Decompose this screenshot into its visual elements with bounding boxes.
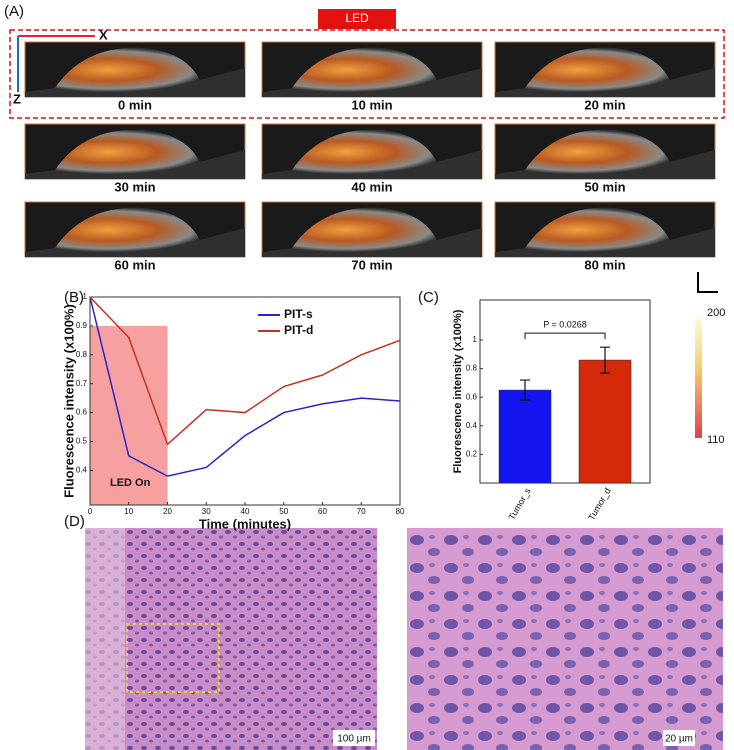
legend-label: PIT-d (284, 323, 313, 337)
time-label: 80 min (584, 257, 625, 272)
x-tick-label: 20 (163, 507, 172, 516)
significance-bracket (524, 332, 606, 340)
time-label: 50 min (584, 179, 625, 194)
x-tick-label: 80 (396, 507, 405, 516)
y-tick-label: 0.8 (466, 364, 478, 373)
panel-label: (D) (64, 513, 85, 530)
y-tick-label: 1 (473, 335, 478, 344)
x-tick-label: 30 (202, 507, 211, 516)
scale-label: 20 µm (665, 734, 693, 745)
series-line (89, 296, 401, 446)
scale-label: 100 µm (337, 734, 371, 745)
time-label: 10 min (351, 97, 392, 112)
histology-edge (85, 528, 125, 750)
time-label: 30 min (114, 179, 155, 194)
error-bar (600, 346, 610, 374)
scale-box (663, 730, 695, 746)
legend-label: PIT-s (284, 307, 313, 321)
series-line (89, 296, 401, 477)
x-tick-label: Tumor_d (586, 486, 613, 522)
scale-box (333, 730, 375, 746)
axis-x-label: X (99, 27, 108, 42)
y-axis-label: Fluorescence intensity (x100%) (61, 304, 76, 498)
time-label: 0 min (118, 97, 152, 112)
y-tick-label: 0.6 (466, 392, 478, 401)
colorbar-min: 110 (707, 434, 725, 446)
tumor (495, 207, 715, 257)
y-tick-label: 0.5 (76, 437, 88, 446)
y-tick-label: 0.4 (76, 465, 88, 474)
y-tick-label: 0.6 (76, 408, 88, 417)
x-tick-label: 70 (357, 507, 366, 516)
shaded-region (90, 325, 168, 505)
tumor (25, 129, 245, 179)
x-tick-label: 50 (279, 507, 288, 516)
time-label: 20 min (584, 97, 625, 112)
zoom-box (126, 623, 220, 693)
y-tick-label: 0.2 (466, 450, 478, 459)
x-tick-label: 40 (241, 507, 250, 516)
led-frame (9, 29, 725, 119)
panel-label: (C) (418, 289, 439, 306)
x-tick-label: 0 (88, 507, 93, 516)
tumor (262, 47, 482, 97)
panel-label: (B) (64, 289, 84, 306)
led-label: LED (345, 11, 369, 25)
tumor (25, 207, 245, 257)
error-bar (520, 379, 530, 401)
y-tick-label: 0.7 (76, 379, 88, 388)
tumor (495, 47, 715, 97)
x-axis-label: Time (minutes) (199, 516, 291, 531)
time-label: 60 min (114, 257, 155, 272)
time-label: 70 min (351, 257, 392, 272)
scale-bar (697, 272, 718, 293)
y-tick-label: 0.9 (76, 321, 88, 330)
bar (498, 389, 552, 484)
annotation: P = 0.0268 (543, 320, 587, 330)
plot-frame (479, 299, 651, 484)
panel-label: (A) (4, 3, 24, 20)
tumor (262, 129, 482, 179)
x-tick-label: 60 (318, 507, 327, 516)
histology-image (407, 528, 723, 750)
tumor (262, 207, 482, 257)
axis-z-label: Z (13, 91, 21, 106)
shaded-label: LED On (110, 477, 151, 489)
histology-image (85, 528, 377, 750)
bar (578, 359, 632, 484)
y-tick-label: 0.8 (76, 350, 88, 359)
led-box (318, 9, 396, 29)
tumor (495, 129, 715, 179)
colorbar (695, 318, 702, 438)
x-tick-label: Tumor_s (507, 486, 533, 522)
x-tick-label: 10 (124, 507, 133, 516)
time-label: 40 min (351, 179, 392, 194)
y-tick-label: 0.4 (466, 421, 478, 430)
y-tick-label: 1 (83, 292, 88, 301)
colorbar-max: 200 (707, 307, 725, 319)
tumor (25, 47, 245, 97)
y-axis-label: Fluorescence intensity (x100%) (452, 309, 464, 473)
